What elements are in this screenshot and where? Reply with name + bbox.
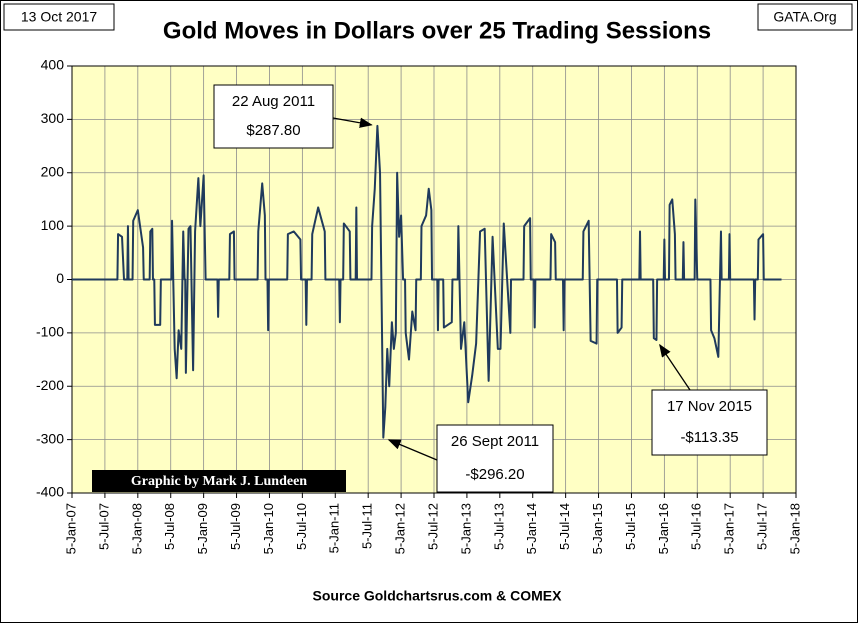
y-tick-label: -100 <box>36 324 64 340</box>
x-tick-label: 5-Jan-12 <box>393 503 408 554</box>
x-tick-label: 5-Jan-11 <box>327 503 342 553</box>
source: Source Goldchartsrus.com & COMEX <box>313 588 563 604</box>
annotation-arrow <box>659 343 691 391</box>
y-tick-label: -300 <box>36 430 64 446</box>
x-tick-label: 5-Jan-16 <box>656 503 671 554</box>
site: GATA.Org <box>773 9 836 25</box>
y-tick-label: 0 <box>56 270 64 286</box>
x-tick-label: 5-Jul-14 <box>557 503 572 550</box>
credit: Graphic by Mark J. Lundeen <box>131 474 307 489</box>
x-tick-label: 5-Jul-07 <box>96 503 111 550</box>
y-tick-label: 200 <box>41 163 65 179</box>
chart-title: Gold Moves in Dollars over 25 Trading Se… <box>163 17 711 44</box>
y-tick-label: -200 <box>36 377 64 393</box>
x-tick-label: 5-Jul-09 <box>228 503 243 550</box>
x-tick-label: 5-Jan-07 <box>63 503 78 554</box>
x-tick-label: 5-Jan-13 <box>458 503 473 554</box>
annotation-arrow <box>332 117 373 128</box>
x-tick-label: 5-Jul-16 <box>689 503 704 550</box>
x-tick-label: 5-Jan-17 <box>722 503 737 554</box>
x-tick-label: 5-Jul-12 <box>425 503 440 550</box>
data-line <box>72 124 782 439</box>
y-tick-label: 400 <box>41 57 65 73</box>
annotation-arrow <box>387 439 438 461</box>
annotation-value: $287.80 <box>246 122 300 139</box>
y-tick-label: 300 <box>41 110 65 126</box>
annotation-value: -$296.20 <box>465 466 524 483</box>
date-stamp: 13 Oct 2017 <box>21 9 97 25</box>
x-tick-label: 5-Jan-10 <box>261 503 276 554</box>
annotation-box <box>651 389 768 456</box>
y-tick-label: 100 <box>41 217 65 233</box>
site-box <box>757 3 853 31</box>
annotation-date: 22 Aug 2011 <box>232 93 315 110</box>
x-tick-label: 5-Jul-08 <box>162 503 177 550</box>
annotation-date: 17 Nov 2015 <box>667 398 752 415</box>
x-tick-label: 5-Jan-08 <box>129 503 144 554</box>
x-tick-label: 5-Jul-10 <box>294 503 309 550</box>
x-tick-label: 5-Jul-17 <box>755 503 770 550</box>
x-tick-label: 5-Jul-15 <box>623 503 638 550</box>
x-tick-label: 5-Jan-09 <box>195 503 210 554</box>
x-tick-label: 5-Jan-15 <box>590 503 605 554</box>
x-tick-label: 5-Jul-11 <box>360 503 375 549</box>
credit-box <box>92 470 346 492</box>
x-tick-label: 5-Jul-13 <box>491 503 506 550</box>
annotation-date: 26 Sept 2011 <box>451 433 539 450</box>
y-tick-label: -400 <box>36 484 64 500</box>
x-tick-label: 5-Jan-18 <box>787 503 802 554</box>
annotation-value: -$113.35 <box>680 429 738 446</box>
x-tick-label: 5-Jan-14 <box>524 503 539 554</box>
date-box <box>3 3 115 31</box>
annotation-box <box>213 84 334 149</box>
annotation-box <box>436 424 554 493</box>
